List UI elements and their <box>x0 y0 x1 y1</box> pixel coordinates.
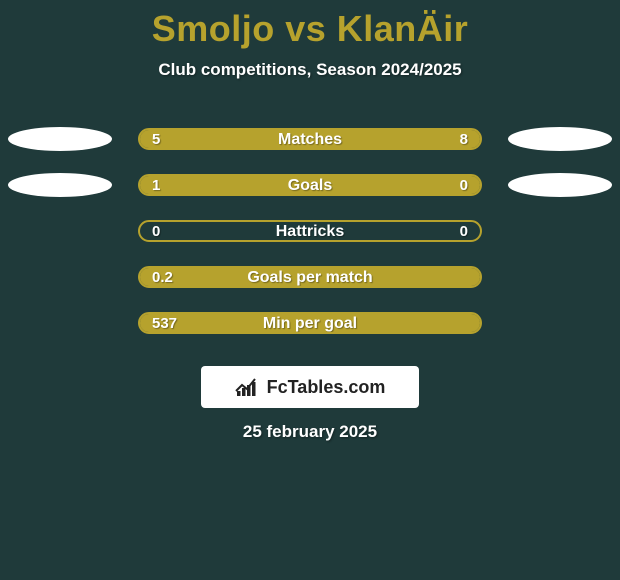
stat-value-right: 0 <box>460 223 468 240</box>
stat-row: Goals per match0.2 <box>0 256 620 302</box>
stat-row: Goals10 <box>0 164 620 210</box>
stat-row: Min per goal537 <box>0 302 620 348</box>
player-left-marker <box>8 173 112 197</box>
player-right-marker <box>508 127 612 151</box>
site-logo[interactable]: FcTables.com <box>201 366 419 408</box>
stat-row: Hattricks0 0 <box>0 210 620 256</box>
page-title: Smoljo vs KlanÄir <box>0 0 620 50</box>
stat-value-left: 0 <box>152 223 160 240</box>
subtitle: Club competitions, Season 2024/2025 <box>0 60 620 80</box>
stat-bar: Min per goal537 <box>138 312 482 334</box>
bar-fill-left <box>140 314 480 332</box>
bar-fill-left <box>140 130 271 148</box>
player-right-marker <box>508 173 612 197</box>
stat-bar: Goals per match0.2 <box>138 266 482 288</box>
logo-text: FcTables.com <box>267 377 386 398</box>
bar-fill-left <box>140 176 405 194</box>
stat-bar: Goals10 <box>138 174 482 196</box>
stat-label: Hattricks <box>140 223 480 241</box>
date-label: 25 february 2025 <box>0 422 620 442</box>
bar-fill-left <box>140 268 480 286</box>
stat-bar: Matches58 <box>138 128 482 150</box>
stats-container: Matches58 Goals10 Hattricks0 0 Goals per mat… <box>0 118 620 348</box>
player-left-marker <box>8 127 112 151</box>
comparison-page: Smoljo vs KlanÄir Club competitions, Sea… <box>0 0 620 580</box>
stat-bar: Hattricks0 0 <box>138 220 482 242</box>
bar-chart-icon <box>235 377 261 397</box>
bar-fill-right <box>271 130 480 148</box>
stat-row: Matches58 <box>0 118 620 164</box>
bar-fill-right <box>405 176 480 194</box>
